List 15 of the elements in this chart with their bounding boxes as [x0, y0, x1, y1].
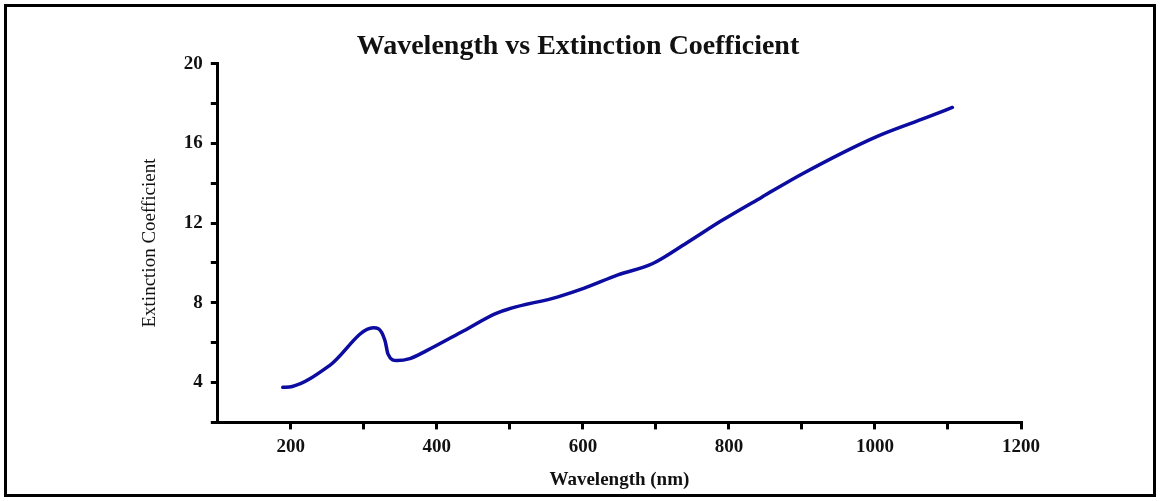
chart-title: Wavelength vs Extinction Coefficient: [356, 29, 800, 61]
x-tick-label: 400: [422, 434, 452, 456]
y-tick-label: 20: [183, 51, 203, 73]
x-tick-label: 600: [568, 434, 598, 456]
x-tick-label: 1200: [1002, 434, 1040, 456]
x-axis-title: Wavelength (nm): [549, 467, 690, 490]
x-tick-label: 800: [714, 434, 744, 456]
x-tick-label: 1000: [855, 434, 894, 456]
y-axis-title: Extinction Coefficient: [138, 157, 160, 328]
y-tick-label: 8: [193, 290, 203, 312]
y-tick-label: 12: [183, 210, 203, 232]
x-tick-label: 200: [276, 434, 306, 456]
y-tick-label: 16: [183, 131, 203, 153]
line-series: [281, 105, 955, 390]
y-tick-label: 4: [193, 370, 204, 392]
